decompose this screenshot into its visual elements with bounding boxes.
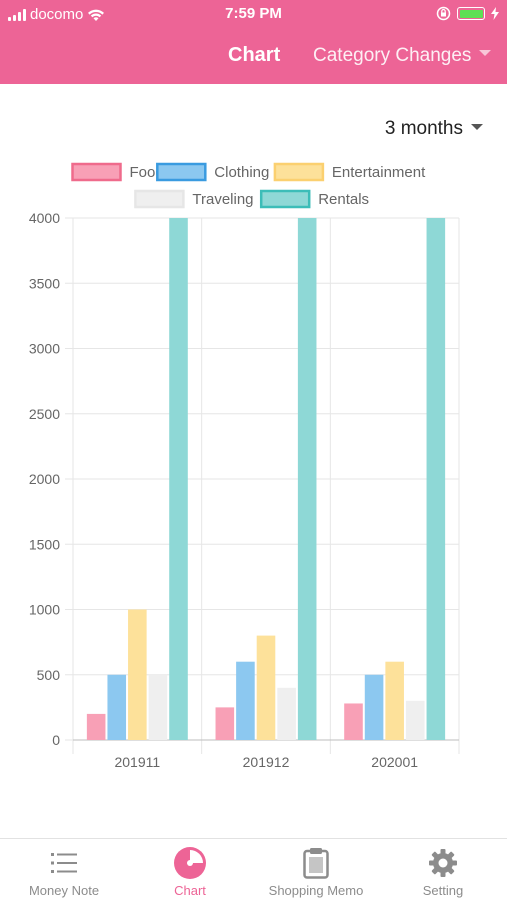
gear-icon <box>429 849 457 877</box>
status-right <box>436 6 499 21</box>
tab-money-note[interactable]: Money Note <box>9 847 119 898</box>
legend-label: Food <box>130 164 164 181</box>
tab-label: Setting <box>422 883 464 898</box>
bar <box>148 674 168 740</box>
tab-setting[interactable]: Setting <box>388 847 498 898</box>
bar <box>236 661 255 740</box>
pie-chart-icon <box>174 847 206 879</box>
orientation-lock-icon <box>436 6 451 21</box>
category-changes-dropdown[interactable]: Category Changes <box>313 45 492 67</box>
bar <box>405 700 425 740</box>
bar <box>426 218 446 740</box>
bar <box>256 635 276 740</box>
carrier-group: docomo <box>8 6 105 23</box>
legend-swatch <box>273 162 325 182</box>
bar <box>297 218 317 740</box>
tab-label: Shopping Memo <box>268 883 364 898</box>
bar <box>169 218 188 740</box>
bar <box>215 707 235 740</box>
legend-swatch <box>259 189 311 209</box>
y-tick-label: 1500 <box>29 536 60 552</box>
bar <box>385 661 404 740</box>
y-tick-label: 500 <box>37 667 61 683</box>
chevron-down-icon <box>479 50 492 56</box>
page-title: Chart <box>228 44 281 66</box>
category-bar-chart: 0 500 1000 1500 2000 2500 3000 3500 4000 201911 20… <box>29 162 460 770</box>
tab-shopping-memo[interactable]: Shopping Memo <box>261 847 371 898</box>
carrier-name: docomo <box>30 6 84 23</box>
bar <box>277 687 296 740</box>
chevron-down-icon <box>471 124 483 130</box>
period-value: 3 months <box>384 118 463 139</box>
legend-swatch <box>71 162 122 182</box>
signal-icon <box>8 8 26 21</box>
legend-label: Clothing <box>214 164 269 181</box>
tab-label: Chart <box>174 883 206 898</box>
tab-chart[interactable]: Chart <box>135 847 245 898</box>
charging-icon <box>491 7 499 20</box>
status-time: 7:59 PM <box>225 5 282 22</box>
y-tick-label: 2500 <box>29 406 60 422</box>
period-dropdown[interactable]: 3 months <box>385 118 483 140</box>
status-bar: docomo 7:59 PM <box>0 0 507 28</box>
tab-bar: Money Note Chart Shopping Memo <box>0 838 507 900</box>
bar <box>344 703 363 740</box>
category-changes-label: Category Changes <box>313 45 472 66</box>
legend-swatch <box>134 189 185 209</box>
y-tick-label: 1000 <box>29 602 60 618</box>
legend-label: Rentals <box>318 191 369 208</box>
x-tick-label: 202001 <box>371 754 418 770</box>
bar <box>128 609 147 740</box>
wifi-icon <box>88 9 105 21</box>
y-tick-label: 4000 <box>29 210 60 226</box>
x-tick-label: 201911 <box>114 754 160 770</box>
y-tick-label: 3500 <box>29 275 60 291</box>
y-tick-label: 3000 <box>29 341 60 357</box>
legend-label: Traveling <box>192 191 253 208</box>
x-tick-label: 201912 <box>243 754 290 770</box>
battery-icon <box>457 7 485 20</box>
y-tick-label: 0 <box>52 732 60 748</box>
legend-swatch <box>156 162 207 182</box>
bar <box>86 713 106 740</box>
bar <box>107 674 127 740</box>
list-icon <box>51 853 77 873</box>
legend-label: Entertainment <box>332 164 426 181</box>
clipboard-icon <box>303 848 329 879</box>
bar <box>364 674 384 740</box>
nav-bar: Chart Category Changes <box>0 28 507 84</box>
y-tick-label: 2000 <box>29 471 60 487</box>
tab-label: Money Note <box>28 883 100 898</box>
